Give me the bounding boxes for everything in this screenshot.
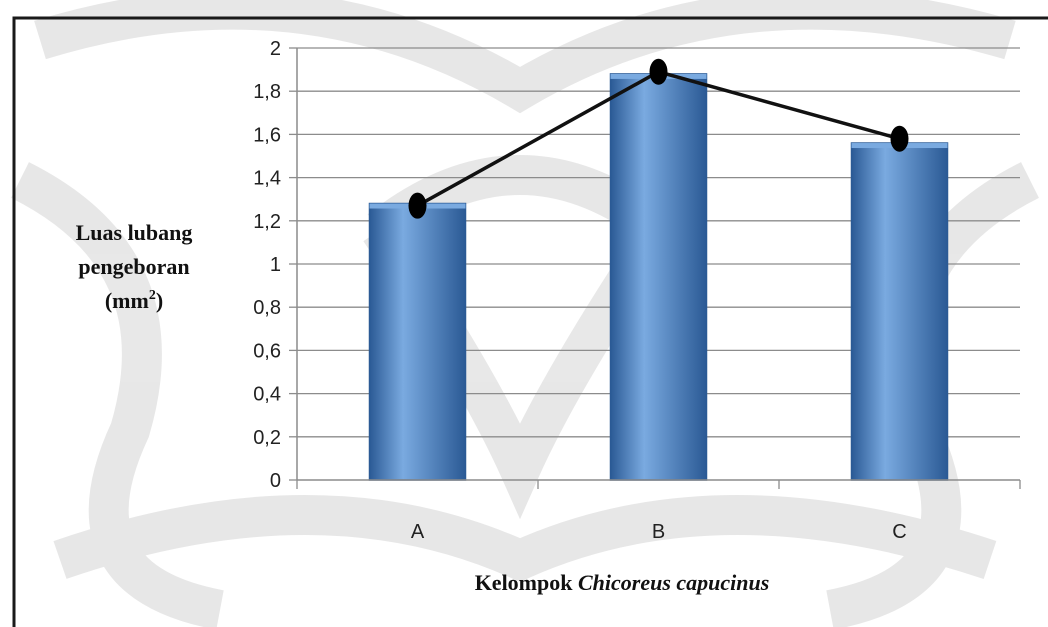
- watermark-swirl-left: [10, 162, 224, 627]
- y-tick-label: 2: [270, 38, 281, 60]
- bar-series: [368, 73, 949, 481]
- y-axis-label-line2: pengeboran: [78, 254, 189, 279]
- watermark-swirl-bottom: [53, 495, 997, 582]
- y-tick-label: 0,6: [253, 340, 281, 362]
- y-axis-label-close: ): [156, 288, 163, 313]
- line-series: [408, 58, 909, 219]
- y-axis-label-unit: (mm: [105, 288, 149, 313]
- bar-A: [368, 202, 467, 481]
- line-marker-B: [649, 58, 668, 85]
- x-category-labels: A B C: [411, 521, 907, 543]
- x-axis-label-plain: Kelompok: [475, 570, 578, 595]
- frame-border: [12, 16, 1048, 627]
- y-axis-label-line3: (mm2): [105, 288, 163, 313]
- y-tick-label: 1,4: [253, 168, 281, 190]
- x-category-label: C: [892, 521, 906, 543]
- x-category-label: B: [652, 521, 665, 543]
- y-tick-label: 1: [270, 254, 281, 276]
- y-tick-label: 0,2: [253, 427, 281, 449]
- x-axis-label: Kelompok Chicoreus capucinus: [475, 570, 770, 595]
- bar-rect: [368, 202, 467, 481]
- y-tick-label: 0,8: [253, 297, 281, 319]
- watermark-swirl-top: [34, 0, 1016, 114]
- y-tick-labels: 0 0,2 0,4 0,6 0,8 1 1,2 1,4 1,6 1,8 2: [253, 38, 281, 492]
- y-tick-label: 0,4: [253, 384, 281, 406]
- x-axis-label-species: Chicoreus capucinus: [578, 570, 769, 595]
- x-category-label: A: [411, 521, 425, 543]
- bar-rect: [850, 142, 949, 481]
- y-tick-label: 1,6: [253, 124, 281, 146]
- y-axis-label-superscript: 2: [149, 288, 156, 303]
- y-tick-label: 1,8: [253, 81, 281, 103]
- bar-C: [850, 142, 949, 481]
- axes: [296, 48, 1021, 489]
- y-tick-label: 1,2: [253, 211, 281, 233]
- y-axis-label-line1: Luas lubang: [76, 220, 193, 245]
- bar-rect: [609, 73, 708, 481]
- line-marker-C: [890, 125, 909, 152]
- y-tick-label: 0: [270, 470, 281, 492]
- bar-B: [609, 73, 708, 481]
- line-marker-A: [408, 192, 427, 219]
